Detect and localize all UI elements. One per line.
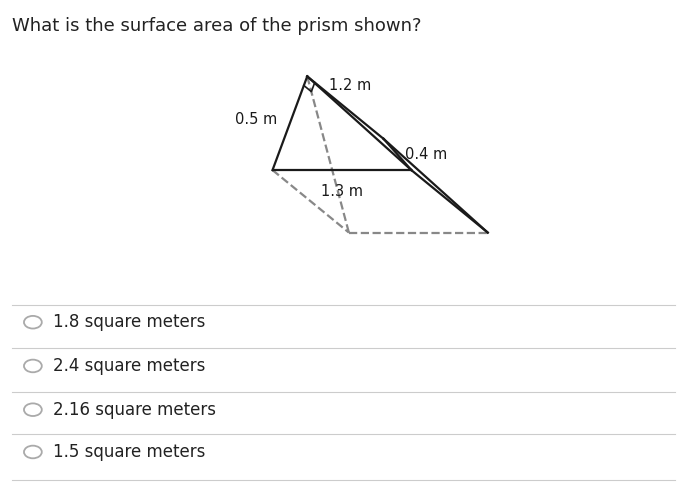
Text: 0.4 m: 0.4 m [405, 147, 447, 162]
Text: 1.2 m: 1.2 m [329, 78, 372, 93]
Text: 1.5 square meters: 1.5 square meters [53, 443, 206, 461]
Text: 1.8 square meters: 1.8 square meters [53, 313, 206, 331]
Text: 2.4 square meters: 2.4 square meters [53, 357, 206, 375]
Text: What is the surface area of the prism shown?: What is the surface area of the prism sh… [12, 17, 422, 35]
Text: 1.3 m: 1.3 m [321, 184, 363, 199]
Text: 0.5 m: 0.5 m [236, 112, 277, 127]
Text: 2.16 square meters: 2.16 square meters [53, 400, 216, 419]
